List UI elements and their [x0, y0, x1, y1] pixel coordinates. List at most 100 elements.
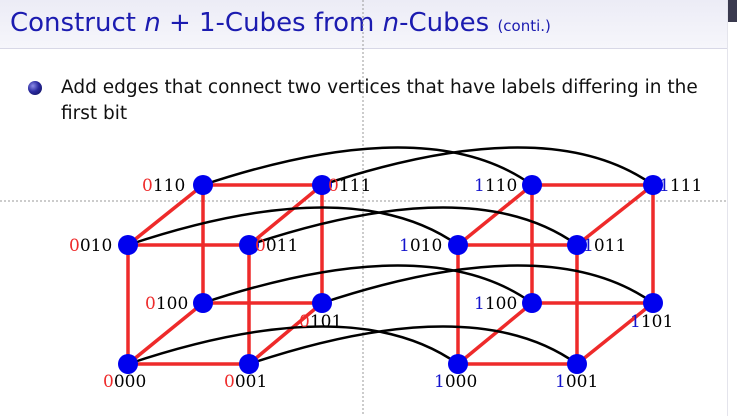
- vertex-0000: [118, 354, 138, 374]
- vertex-1011: [567, 235, 587, 255]
- label-0100-rest: 100: [156, 294, 188, 314]
- edge-0011-0111: [247, 183, 324, 247]
- arc-0010-1010: [127, 206, 459, 247]
- label-0111-first-bit: 0: [328, 176, 339, 196]
- edge-0001-0101: [247, 301, 324, 366]
- label-1100-rest: 100: [485, 294, 517, 314]
- label-1101-rest: 101: [641, 312, 673, 332]
- label-0100-first-bit: 0: [145, 294, 156, 314]
- right-cube-labels: 1110 1111 1010 1011 1100 1101 1000 1001: [399, 176, 702, 392]
- vertices: [118, 175, 663, 374]
- scrollbar-thumb[interactable]: [728, 0, 737, 22]
- connecting-edges: [127, 146, 654, 366]
- label-1010-first-bit: 1: [399, 236, 410, 256]
- label-1011-first-bit: 1: [583, 236, 594, 256]
- label-1101-first-bit: 1: [630, 312, 641, 332]
- label-0011-rest: 011: [266, 236, 298, 256]
- label-1001-first-bit: 1: [555, 372, 566, 392]
- arc-0110-1110: [202, 146, 533, 187]
- label-0000-first-bit: 0: [103, 372, 114, 392]
- vertex-0110: [193, 175, 213, 195]
- arc-0111-1111: [321, 146, 654, 187]
- vertex-0011: [239, 235, 259, 255]
- label-0000-rest: 000: [114, 372, 146, 392]
- label-0011: 0011: [255, 236, 298, 256]
- vertex-1101: [643, 293, 663, 313]
- slide-title: Construct n + 1-Cubes from n-Cubes (cont…: [10, 8, 551, 38]
- label-1010: 1010: [399, 236, 442, 256]
- label-0001-rest: 001: [235, 372, 267, 392]
- vertex-0111: [312, 175, 332, 195]
- edge-1010-1110: [456, 183, 534, 247]
- title-mid: + 1-Cubes from: [160, 8, 383, 38]
- label-0111: 0111: [328, 176, 371, 196]
- label-0001-first-bit: 0: [224, 372, 235, 392]
- bullet-text: Add edges that connect two vertices that…: [61, 77, 698, 124]
- label-1111-rest: 111: [670, 176, 702, 196]
- label-1000-rest: 000: [445, 372, 477, 392]
- label-0010: 0010: [69, 236, 112, 256]
- arc-0101-1101: [321, 264, 654, 305]
- title-prefix: Construct: [10, 8, 145, 38]
- label-0111-rest: 111: [339, 176, 371, 196]
- edge-1000-1100: [456, 301, 534, 366]
- title-bar: Construct n + 1-Cubes from n-Cubes (cont…: [0, 0, 728, 49]
- arc-0011-1011: [248, 206, 578, 247]
- vertex-1111: [643, 175, 663, 195]
- bullet-ball-icon: [28, 81, 42, 95]
- vertex-1110: [522, 175, 542, 195]
- label-0100: 0100: [145, 294, 188, 314]
- label-1111: 1111: [659, 176, 702, 196]
- label-1011: 1011: [583, 236, 626, 256]
- edge-0010-0110: [126, 183, 205, 247]
- label-0110-rest: 110: [153, 176, 185, 196]
- label-1001-rest: 001: [566, 372, 598, 392]
- label-1000-first-bit: 1: [434, 372, 445, 392]
- label-1001: 1001: [555, 372, 598, 392]
- vertex-0001: [239, 354, 259, 374]
- scrollbar[interactable]: [727, 0, 737, 416]
- label-0101-first-bit: 0: [299, 312, 310, 332]
- label-1111-first-bit: 1: [659, 176, 670, 196]
- vertex-0101: [312, 293, 332, 313]
- label-1000: 1000: [434, 372, 477, 392]
- arc-0100-1100: [202, 264, 533, 305]
- label-1110: 1110: [474, 176, 517, 196]
- vertex-1010: [448, 235, 468, 255]
- edge-0000-0100: [126, 301, 205, 366]
- label-0110: 0110: [142, 176, 185, 196]
- label-1110-rest: 110: [485, 176, 517, 196]
- label-1100: 1100: [474, 294, 517, 314]
- label-0011-first-bit: 0: [255, 236, 266, 256]
- edge-1011-1111: [575, 183, 655, 247]
- title-note: (conti.): [497, 17, 551, 35]
- vertex-0010: [118, 235, 138, 255]
- left-cube-labels: 0110 0111 0010 0011 0100 0101 0000 0001: [69, 176, 371, 392]
- label-0101-rest: 101: [310, 312, 342, 332]
- right-cube-edges: [456, 183, 655, 366]
- vertex-1001: [567, 354, 587, 374]
- title-math-n: n: [144, 8, 161, 38]
- label-0101: 0101: [299, 312, 342, 332]
- arc-0001-1001: [248, 325, 578, 366]
- vertex-1000: [448, 354, 468, 374]
- edge-1001-1101: [575, 301, 655, 366]
- vertex-1100: [522, 293, 542, 313]
- label-0001: 0001: [224, 372, 267, 392]
- title-suffix: -Cubes: [399, 8, 498, 38]
- left-cube-edges: [126, 183, 324, 366]
- label-1110-first-bit: 1: [474, 176, 485, 196]
- label-0000: 0000: [103, 372, 146, 392]
- arc-0000-1000: [127, 325, 459, 366]
- label-1101: 1101: [630, 312, 673, 332]
- label-1011-rest: 011: [594, 236, 626, 256]
- label-1010-rest: 010: [410, 236, 442, 256]
- label-1100-first-bit: 1: [474, 294, 485, 314]
- label-0110-first-bit: 0: [142, 176, 153, 196]
- title-math-n-second: n: [382, 8, 400, 38]
- label-0010-rest: 010: [80, 236, 112, 256]
- vertex-0100: [193, 293, 213, 313]
